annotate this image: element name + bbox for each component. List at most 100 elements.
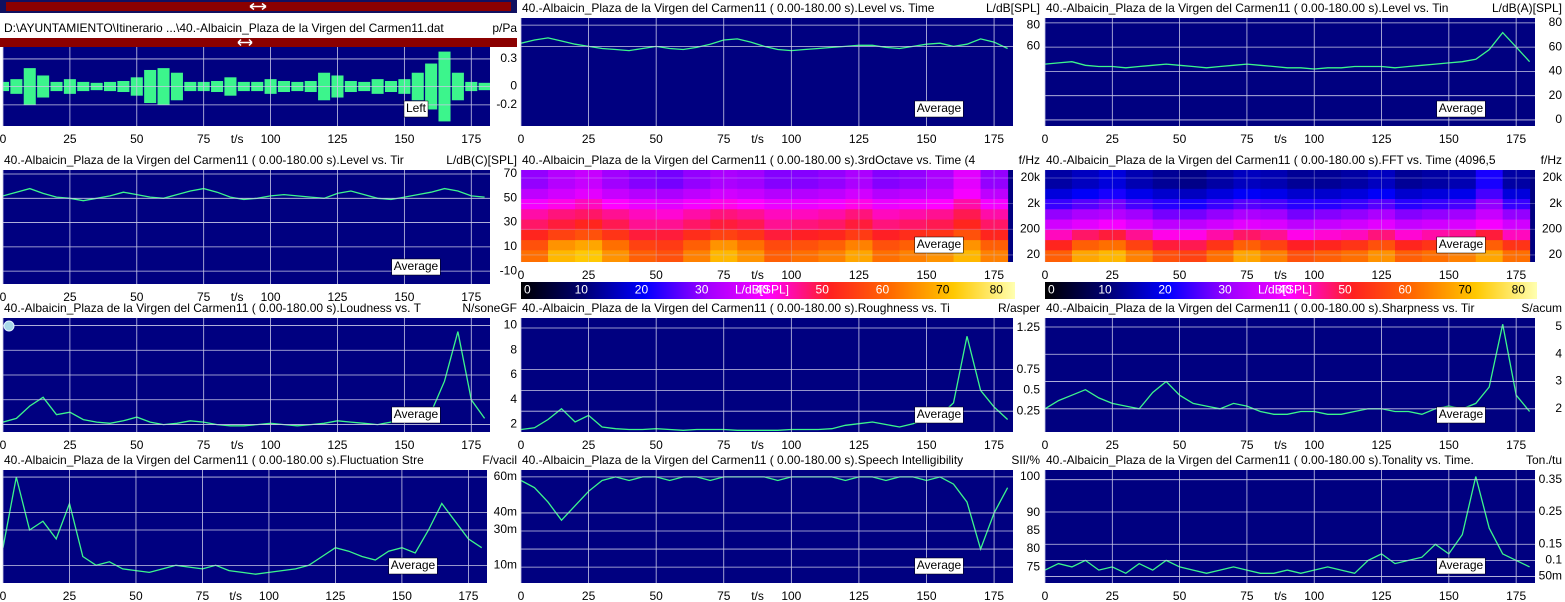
heatmap-cell [656, 170, 684, 189]
heatmap-cell [1233, 219, 1261, 230]
heatmap-cell [656, 249, 684, 262]
heatmap-cell [575, 219, 603, 230]
heatmap-cell [656, 198, 684, 210]
heatmap-cell [1287, 170, 1315, 189]
y-tick-label: 0.25 [1017, 403, 1041, 417]
heatmap-cell [1260, 188, 1288, 200]
x-tick-label: 100 [1304, 589, 1324, 602]
x-tick-label: 0 [0, 438, 7, 452]
x-tick-label: 125 [849, 132, 869, 146]
heatmap-cell [764, 198, 792, 210]
heatmap-cell [872, 239, 900, 251]
axis-unit: L/dB(C)[SPL] [446, 153, 517, 167]
colorbar-tick-label: 70 [936, 283, 950, 297]
x-tick-label: 0 [1042, 268, 1049, 282]
heatmap-cell [575, 188, 603, 200]
heatmap-cell [548, 239, 576, 251]
axis-unit: f/Hz [1019, 153, 1040, 167]
y-tick-label: 85 [1027, 523, 1041, 537]
heatmap-cell [899, 239, 927, 251]
panel: L/dB(C)[SPL] 40.-Albaicin_Plaza de la Vir… [0, 153, 517, 304]
heatmap-cell [1368, 198, 1396, 210]
annotation: Average [391, 406, 441, 424]
x-tick-label: 50 [649, 268, 663, 282]
x-tick-label: 150 [916, 589, 936, 602]
heatmap-cell [818, 219, 846, 230]
annotation-text: Average [917, 237, 962, 251]
colorbar-tick-label: 70 [1458, 283, 1472, 297]
y-tick-label: 200 [1020, 221, 1040, 235]
heatmap-cell [1341, 208, 1369, 220]
y-tick-label: 60 [1027, 39, 1041, 53]
heatmap-cell [1287, 219, 1315, 230]
heatmap-cell [737, 219, 765, 230]
heatmap-cell [1179, 208, 1208, 220]
annotation: Average [388, 557, 438, 575]
heatmap-cell [1206, 208, 1234, 220]
colorbar-tick-label: 40 [755, 283, 769, 297]
y-tick-label: 2 [1555, 401, 1562, 415]
axis-unit: SII/% [1011, 453, 1040, 467]
heatmap-cell [737, 198, 765, 210]
x-tick-label: 75 [717, 438, 731, 452]
x-tick-label: 75 [197, 132, 211, 146]
x-tick-label: 175 [461, 438, 481, 452]
y-tick-label: 30 [504, 215, 518, 229]
colorbar-tick-label: 60 [1398, 283, 1412, 297]
x-tick-label: 0 [1042, 438, 1049, 452]
heatmap-cell [1125, 239, 1154, 251]
heatmap-cell [872, 229, 900, 241]
x-tick-label: 100 [1304, 438, 1324, 452]
annotation: Left [403, 100, 429, 118]
y-tick-label: 80 [1027, 17, 1041, 31]
heatmap-cell [683, 239, 711, 251]
heatmap-cell [1314, 208, 1342, 220]
x-tick-label: 0 [1042, 132, 1049, 146]
colorbar-tick-label: 30 [695, 283, 709, 297]
heatmap-cell [521, 239, 549, 251]
heatmap-cell [1260, 219, 1288, 230]
heatmap-cell [629, 219, 657, 230]
x-tick-label: 25 [63, 589, 77, 602]
colorbar-tick-label: 0 [1048, 283, 1055, 297]
x-tick-label: 50 [130, 132, 144, 146]
heatmap-cell [1045, 239, 1073, 251]
y-tick-label: 50m [1539, 569, 1562, 583]
axis-unit: L/dB(A)[SPL] [1492, 1, 1562, 15]
heatmap-cell [1502, 188, 1531, 200]
heatmap-cell [1395, 198, 1423, 210]
heatmap-cell [1071, 239, 1100, 251]
colorbar-tick-label: 80 [990, 283, 1004, 297]
axis-unit: Ton./tu [1526, 453, 1562, 467]
annotation: Average [1436, 557, 1486, 575]
heatmap-cell [629, 249, 657, 262]
colorbar-tick-label: 20 [1158, 283, 1172, 297]
heatmap-cell [1260, 229, 1288, 241]
x-tick-label: 50 [130, 438, 144, 452]
y-tick-label: 75 [1027, 559, 1041, 573]
heatmap-cell [872, 170, 900, 189]
range-bar[interactable] [0, 38, 517, 47]
colorbar-tick-label: 40 [1278, 283, 1292, 297]
heatmap-cell [1421, 219, 1450, 230]
heatmap-cell [953, 198, 982, 210]
x-tick-label: 75 [1240, 132, 1254, 146]
x-axis-label: t/s [751, 268, 764, 282]
annotation-box [391, 406, 441, 424]
x-tick-label: 50 [1173, 268, 1187, 282]
heatmap-cell [1341, 239, 1369, 251]
heatmap-cell [764, 239, 792, 251]
heatmap-cell [1341, 219, 1369, 230]
heatmap-cell [629, 208, 657, 220]
colorbar-tick-label: 50 [1338, 283, 1352, 297]
heatmap-cell [818, 229, 846, 241]
x-tick-label: 100 [1304, 268, 1324, 282]
heatmap-cell [1125, 188, 1154, 200]
heatmap-cell [710, 188, 738, 200]
heatmap-cell [737, 188, 765, 200]
grid-layer [1044, 18, 1535, 126]
heatmap-cell [521, 198, 549, 210]
heatmap-cell [548, 229, 576, 241]
heatmap-cell [1421, 229, 1450, 241]
panel-title: 40.-Albaicin_Plaza de la Virgen del Carm… [1046, 1, 1448, 15]
